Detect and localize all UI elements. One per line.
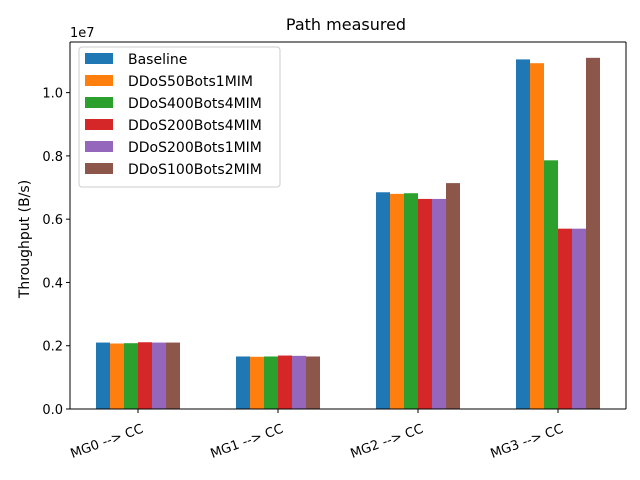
legend-box	[78, 46, 281, 188]
y-tick-label-2: 0.4	[42, 276, 63, 291]
bar-1-5	[306, 356, 320, 409]
legend-swatch-3	[85, 119, 113, 130]
bar-3-1	[530, 63, 544, 409]
bar-1-4	[292, 355, 306, 409]
bar-3-3	[558, 228, 572, 409]
x-tick-label-3: MG3 --> CC	[489, 422, 566, 462]
bar-2-0	[376, 192, 390, 409]
bar-2-5	[446, 183, 460, 409]
chart-title: Path measured	[286, 15, 406, 34]
bar-2-2	[404, 193, 418, 409]
legend-label-0: Baseline	[128, 52, 187, 68]
legend-label-2: DDoS400Bots4MIM	[128, 96, 262, 112]
bar-0-3	[138, 342, 152, 409]
legend-swatch-1	[85, 75, 113, 86]
legend-swatch-5	[85, 163, 113, 174]
x-tick-label-2: MG2 --> CC	[349, 422, 426, 462]
y-tick-label-0: 0.0	[42, 403, 63, 418]
legend-swatch-2	[85, 97, 113, 108]
x-tick-label-1: MG1 --> CC	[209, 422, 286, 462]
bar-2-3	[418, 198, 432, 409]
y-tick-label-1: 0.2	[42, 340, 63, 355]
bars-group	[96, 57, 600, 409]
legend-label-4: DDoS200Bots1MIM	[128, 140, 262, 156]
legend-swatch-0	[85, 53, 113, 64]
bar-1-3	[278, 355, 292, 409]
y-tick-label-4: 0.8	[42, 150, 63, 165]
bar-3-0	[516, 59, 530, 409]
legend-label-3: DDoS200Bots4MIM	[128, 118, 262, 134]
bar-0-0	[96, 342, 110, 409]
bar-3-2	[544, 160, 558, 409]
bar-1-1	[250, 356, 264, 409]
bar-0-2	[124, 343, 138, 409]
bar-3-5	[586, 57, 600, 409]
y-tick-label-3: 0.6	[42, 213, 63, 228]
y-tick-label-5: 1.0	[42, 87, 63, 102]
y-axis-offset-label: 1e7	[70, 26, 95, 41]
x-tick-label-0: MG0 --> CC	[69, 422, 146, 462]
legend-swatch-4	[85, 141, 113, 152]
legend: Baseline DDoS50Bots1MIM DDoS400Bots4MIM DDo…	[78, 46, 281, 188]
bar-0-1	[110, 343, 124, 409]
legend-label-5: DDoS100Bots2MIM	[128, 162, 262, 178]
bar-1-2	[264, 356, 278, 409]
bar-3-4	[572, 228, 586, 409]
legend-label-1: DDoS50Bots1MIM	[128, 74, 253, 90]
bar-0-5	[166, 342, 180, 409]
y-axis-label: Throughput (B/s)	[17, 180, 33, 299]
bar-0-4	[152, 342, 166, 409]
bar-2-4	[432, 198, 446, 409]
bar-2-1	[390, 193, 404, 409]
bar-1-0	[236, 356, 250, 409]
